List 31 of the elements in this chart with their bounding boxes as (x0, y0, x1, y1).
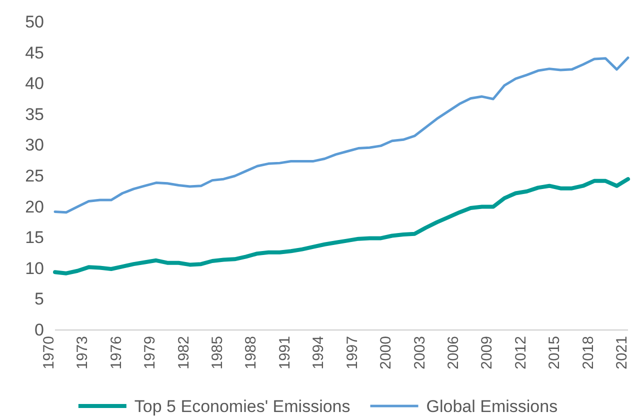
legend-label: Global Emissions (426, 397, 558, 416)
x-tick-label: 2012 (512, 336, 530, 370)
y-tick-label: 20 (25, 197, 44, 216)
line-series (54, 56, 630, 214)
x-tick-label: 1997 (344, 336, 361, 370)
legend-label: Top 5 Economies' Emissions (134, 397, 350, 416)
x-tick-label: 1988 (242, 336, 260, 370)
y-tick-label: 15 (25, 228, 44, 248)
x-tick-label: 1982 (175, 336, 192, 370)
x-tick-label: 2003 (411, 336, 428, 370)
x-tick-label: 2000 (378, 336, 395, 370)
x-tick-label: 2006 (444, 336, 462, 370)
x-tick-label: 1973 (74, 336, 92, 370)
line-series (53, 177, 630, 276)
x-tick-label: 1979 (142, 336, 159, 370)
x-tick-label: 1994 (310, 336, 328, 370)
x-tick-label: 2021 (614, 336, 630, 370)
y-tick-label: 5 (34, 290, 44, 309)
y-tick-label: 25 (25, 166, 44, 186)
y-tick-label: 10 (25, 258, 44, 278)
x-tick-label: 1991 (276, 336, 294, 370)
x-tick-label: 2009 (478, 336, 496, 370)
y-tick-label: 35 (25, 104, 44, 124)
y-tick-label: 45 (25, 43, 44, 62)
y-tick-label: 40 (25, 74, 44, 94)
x-tick-label: 1985 (209, 336, 226, 370)
x-tick-label: 1976 (108, 336, 125, 370)
y-tick-label: 50 (25, 12, 44, 32)
y-tick-label: 30 (25, 136, 44, 155)
x-tick-label: 2015 (546, 336, 564, 370)
x-tick-label: 2018 (580, 336, 597, 370)
